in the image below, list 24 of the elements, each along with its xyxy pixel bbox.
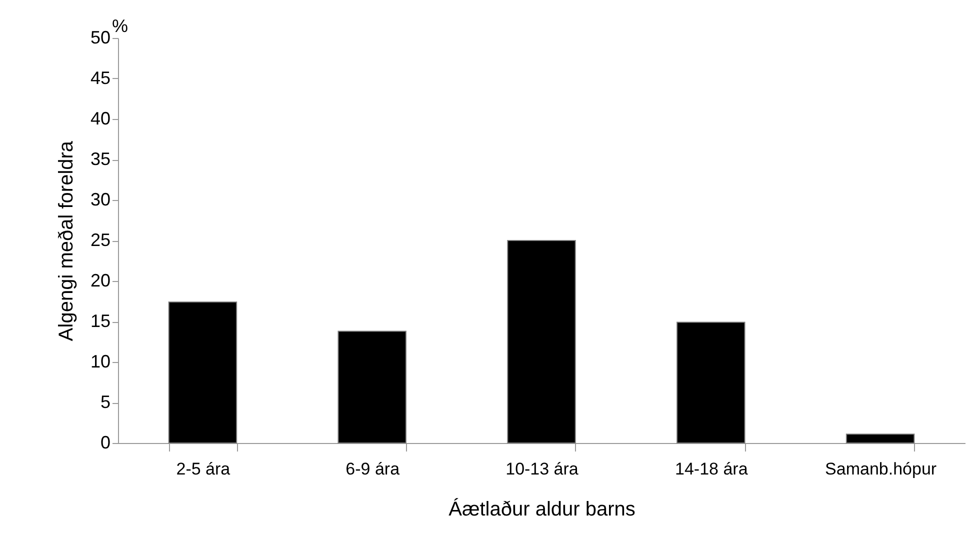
y-tick-label: 0 [100, 432, 110, 452]
bar [846, 434, 915, 444]
bar [168, 302, 238, 444]
x-tick-label: 10-13 ára [506, 460, 579, 478]
y-tick-label: 40 [90, 108, 110, 128]
x-tick-label: 6-9 ára [346, 460, 400, 478]
y-tick-label: 20 [90, 270, 110, 290]
y-tick-label: 45 [90, 68, 110, 88]
y-tick-label: 50 [90, 28, 110, 48]
y-tick-label: 15 [90, 311, 110, 331]
x-tick-label: 2-5 ára [176, 460, 231, 478]
bar [676, 322, 746, 444]
bar [338, 330, 406, 444]
x-axis-title: Áætlaður aldur barns [448, 498, 636, 520]
y-tick-label: 5 [100, 392, 110, 412]
x-tick-label: Samanb.hópur [825, 460, 937, 478]
y-tick-label: 25 [90, 230, 110, 250]
text: % [112, 16, 128, 36]
y-tick-label: 35 [90, 149, 110, 169]
y-axis-title: Algengi meðal foreldra [55, 140, 78, 342]
bar [507, 240, 576, 444]
x-tick-label: 14-18 ára [675, 460, 748, 478]
y-tick-label: 30 [90, 190, 110, 210]
y-tick-label: 10 [90, 352, 110, 372]
